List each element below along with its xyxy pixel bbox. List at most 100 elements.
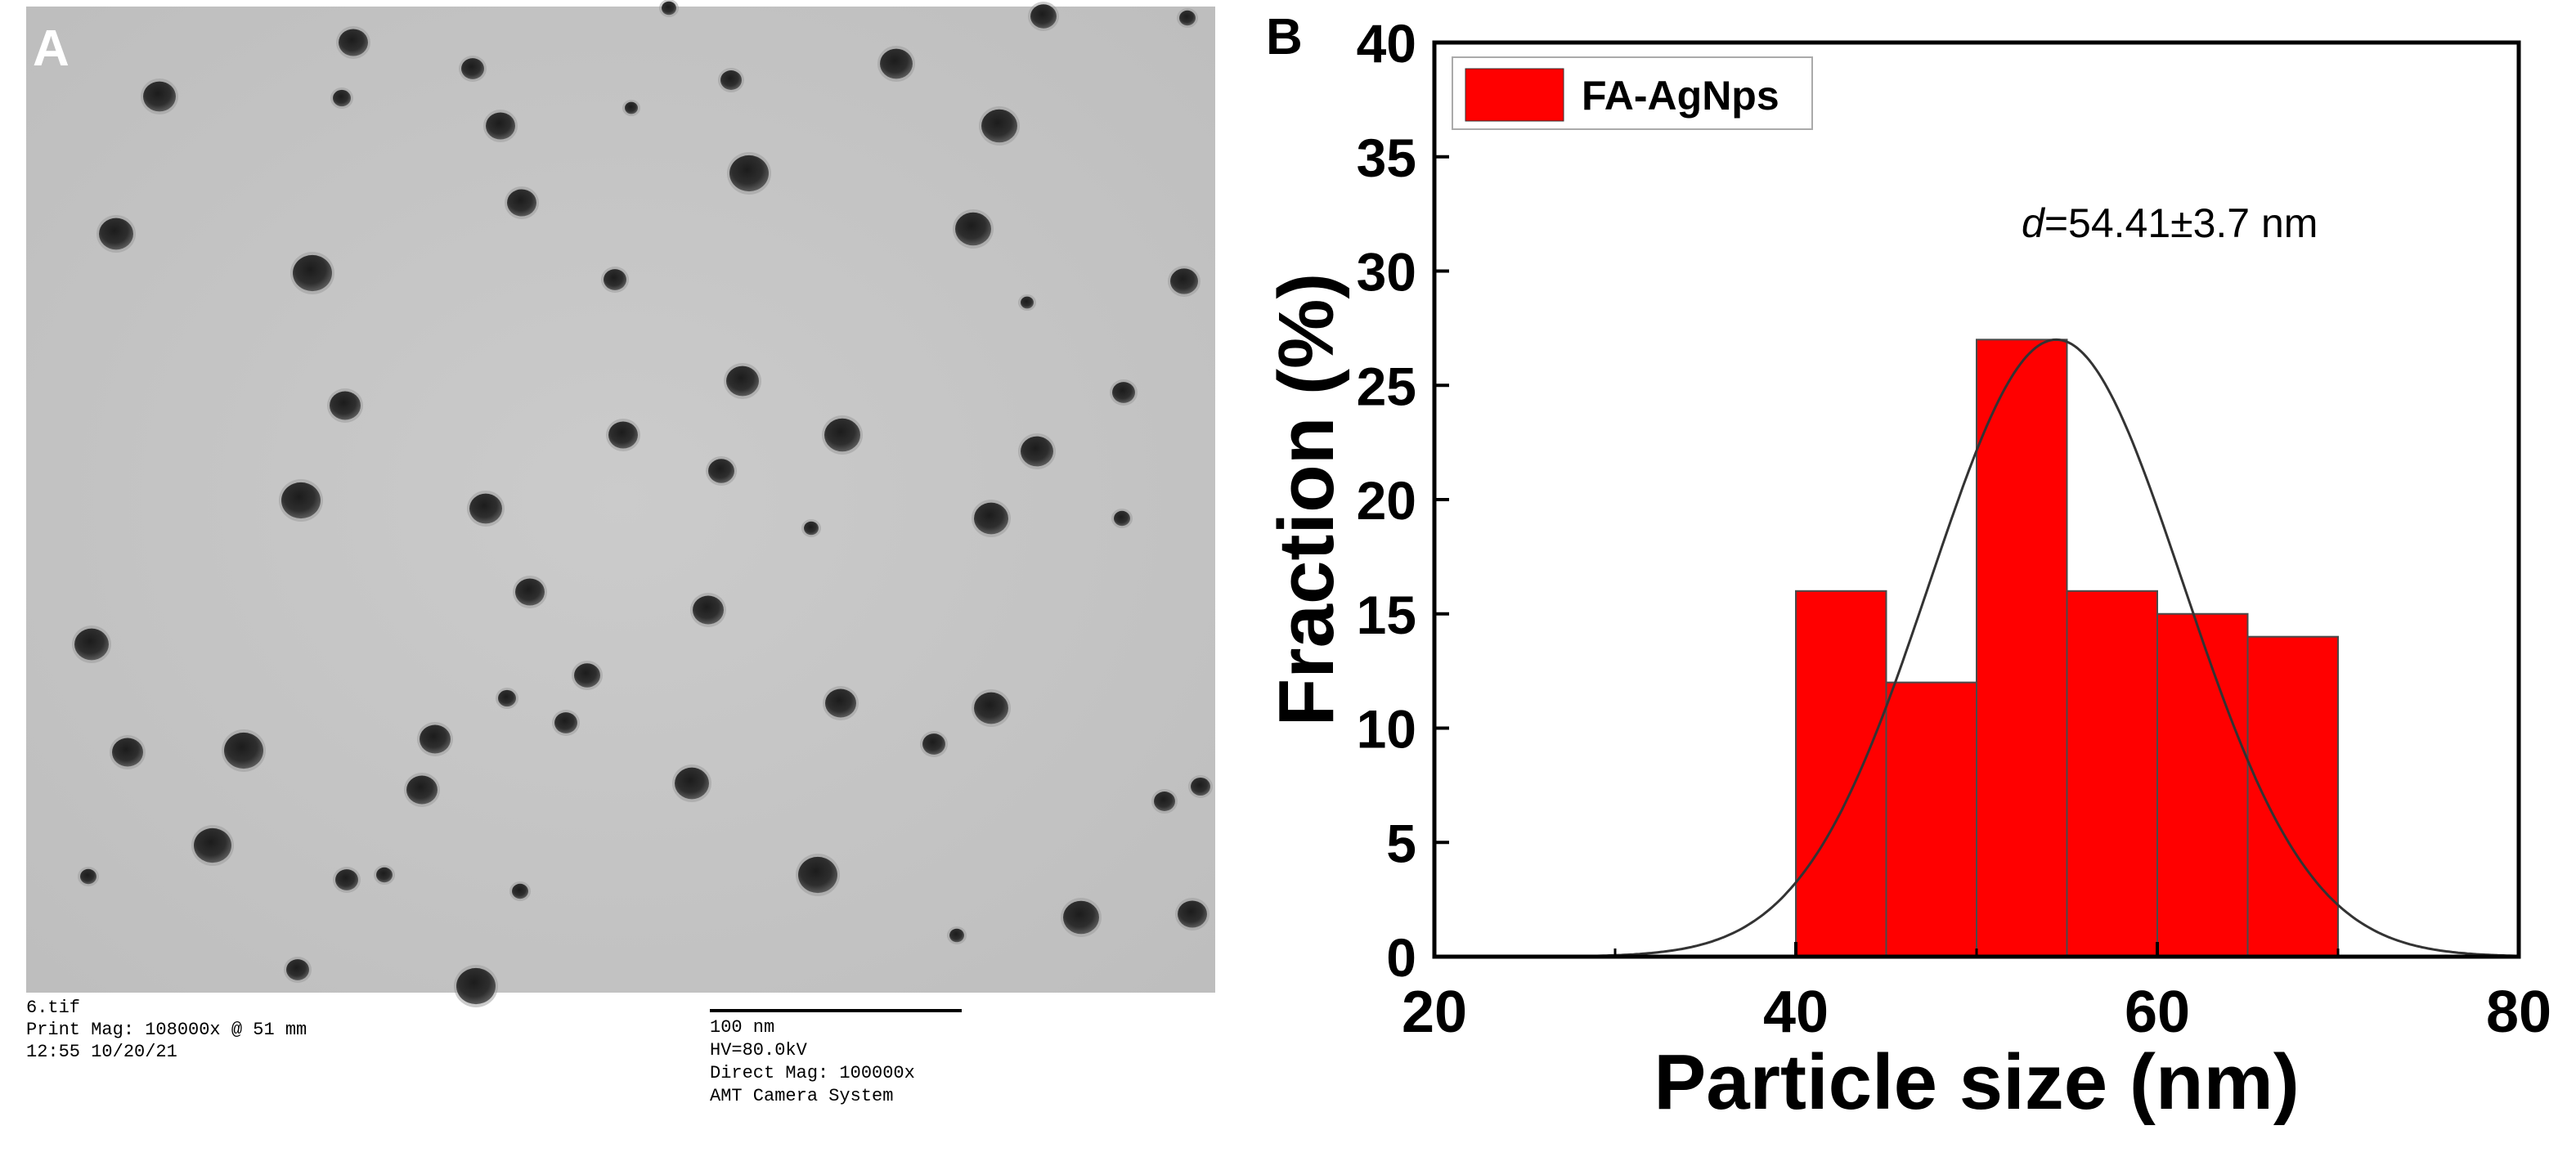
x-tick-label: 20 (1402, 980, 1467, 1045)
particle (80, 868, 96, 885)
particle (974, 692, 1008, 724)
particle (880, 48, 913, 79)
tem-meta-filename: 6.tif (26, 998, 80, 1018)
particle (112, 738, 143, 767)
particle (420, 724, 451, 754)
panel-a-label: A (33, 20, 70, 77)
y-tick-label: 40 (1357, 13, 1416, 74)
y-tick-label: 35 (1357, 128, 1416, 188)
y-axis-ticks: 0 5 10 15 20 25 30 35 40 (1357, 13, 1449, 988)
x-axis-title: Particle size (nm) (1654, 1038, 2300, 1126)
histogram-bar (2246, 635, 2339, 957)
particle (143, 81, 176, 112)
x-tick-label: 60 (2125, 980, 2190, 1045)
particle (662, 1, 676, 16)
particle (281, 482, 321, 519)
particle (825, 688, 856, 718)
y-tick-label: 5 (1386, 813, 1416, 873)
particle (604, 269, 626, 290)
gaussian-fit-curve (1551, 338, 2520, 958)
particle (333, 89, 351, 107)
histogram-bar (1885, 681, 1977, 957)
particle (798, 856, 837, 894)
particle (224, 732, 263, 769)
histogram-bar (1795, 590, 1887, 957)
particle (1114, 510, 1130, 527)
histogram-bar (1976, 339, 2068, 958)
size-annotation-symbol: d (2022, 200, 2046, 246)
particle (608, 421, 638, 449)
particle (1030, 4, 1057, 29)
particle (720, 70, 742, 90)
particle (974, 502, 1008, 535)
size-annotation-value: =54.41±3.7 nm (2044, 200, 2318, 246)
particle (515, 578, 545, 606)
particle (1178, 900, 1207, 928)
particle (456, 967, 496, 1005)
particle (486, 112, 515, 140)
histogram-bar (2156, 612, 2249, 957)
legend: FA-AgNps (1452, 56, 1813, 130)
particle (625, 101, 638, 114)
tem-meta-direct-mag: Direct Mag: 100000x (710, 1063, 915, 1083)
tem-meta-camera: AMT Camera System (710, 1086, 893, 1106)
x-tick-label: 40 (1763, 980, 1829, 1045)
y-tick-label: 25 (1357, 356, 1416, 416)
particle (1154, 792, 1175, 811)
y-tick-label: 15 (1357, 585, 1416, 645)
particle (293, 254, 332, 292)
particle-layer (72, 0, 1213, 1007)
particle (729, 155, 769, 192)
y-tick-label: 10 (1357, 699, 1416, 760)
particle (339, 29, 368, 56)
tem-panel: A 6.tif Print Mag: 108000x @ 51 mm 12:55… (26, 0, 1215, 1106)
particle (804, 521, 819, 536)
particle (469, 493, 502, 524)
tem-meta-timestamp: 12:55 10/20/21 (26, 1042, 177, 1062)
particle (330, 391, 361, 420)
histogram-bar (2066, 590, 2158, 957)
particle (507, 189, 536, 217)
particle (675, 767, 709, 800)
size-annotation: d=54.41±3.7 nm (2022, 200, 2318, 246)
particle (949, 928, 964, 943)
particle (955, 212, 991, 246)
particle (981, 109, 1017, 143)
particle (335, 869, 358, 890)
particle (1179, 10, 1196, 26)
histogram-bars (1795, 339, 2339, 958)
legend-label: FA-AgNps (1582, 73, 1779, 119)
particle (708, 459, 734, 483)
particle (286, 959, 309, 980)
particle (512, 883, 528, 899)
tem-image (26, 7, 1215, 993)
y-tick-label: 30 (1357, 242, 1416, 303)
x-axis-ticks: 20 40 60 80 (1402, 942, 2551, 1045)
panel-b-label: B (1266, 9, 1303, 65)
particle (1170, 268, 1198, 294)
particle (461, 58, 484, 79)
legend-swatch (1465, 68, 1564, 122)
y-tick-label: 0 (1386, 927, 1416, 988)
particle (406, 775, 438, 805)
particle (922, 733, 945, 755)
particle (693, 595, 724, 625)
particle (376, 867, 393, 883)
particle (74, 628, 109, 661)
particle (726, 365, 759, 397)
y-axis-title: Fraction (%) (1263, 273, 1350, 727)
particle (1021, 436, 1053, 467)
particle (824, 418, 860, 452)
particle (1191, 777, 1210, 796)
scale-bar-label: 100 nm (710, 1017, 774, 1038)
particle (99, 217, 133, 250)
particle (498, 689, 516, 707)
particle (574, 663, 600, 688)
particle (194, 827, 231, 863)
x-tick-label: 80 (2486, 980, 2551, 1045)
tem-meta-hv: HV=80.0kV (710, 1040, 808, 1061)
particle (1063, 900, 1099, 935)
tem-meta-print-mag: Print Mag: 108000x @ 51 mm (26, 1020, 307, 1040)
particle (554, 712, 577, 733)
